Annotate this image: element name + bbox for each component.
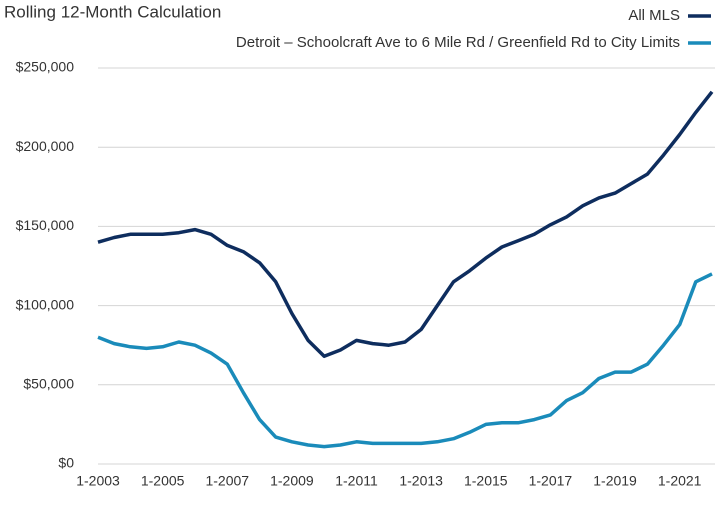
x-tick-label: 1-2005 xyxy=(141,473,185,489)
line-series xyxy=(97,90,714,359)
x-tick-label: 1-2015 xyxy=(464,473,508,489)
x-tick-label: 1-2011 xyxy=(335,473,378,489)
legend-label: All MLS xyxy=(628,7,680,24)
x-tick-label: 1-2019 xyxy=(593,473,637,489)
y-tick-label: $100,000 xyxy=(16,296,75,312)
x-tick-label: 1-2017 xyxy=(529,473,573,489)
y-tick-label: $0 xyxy=(58,455,74,471)
chart-title: Rolling 12-Month Calculation xyxy=(4,2,221,21)
y-tick-label: $150,000 xyxy=(16,217,75,233)
y-tick-label: $250,000 xyxy=(16,59,75,75)
x-tick-label: 1-2013 xyxy=(399,473,443,489)
x-tick-label: 1-2009 xyxy=(270,473,314,489)
line-series xyxy=(97,272,713,449)
x-tick-label: 1-2021 xyxy=(658,473,702,489)
y-tick-label: $200,000 xyxy=(16,138,75,154)
x-tick-label: 1-2007 xyxy=(205,473,249,489)
y-tick-label: $50,000 xyxy=(23,376,74,392)
legend-label: Detroit – Schoolcraft Ave to 6 Mile Rd /… xyxy=(236,34,680,51)
x-tick-label: 1-2003 xyxy=(76,473,120,489)
